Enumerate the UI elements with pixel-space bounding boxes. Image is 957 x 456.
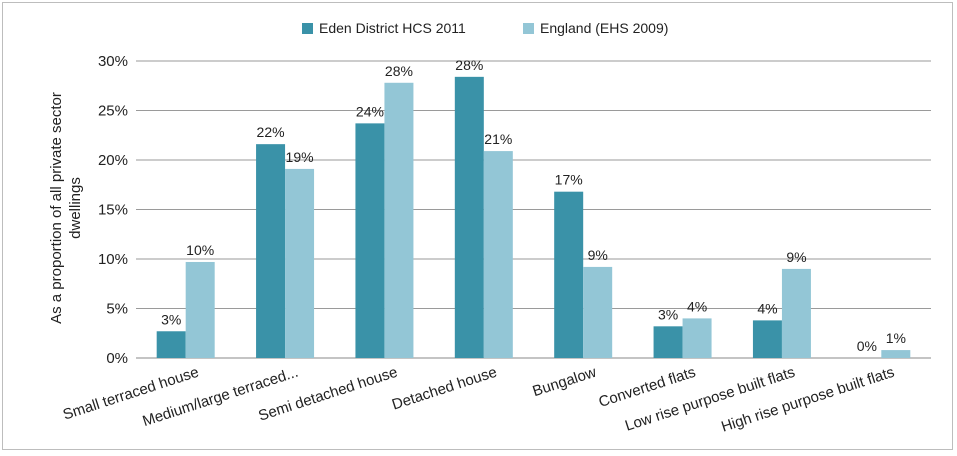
data-label: 0% <box>857 338 877 354</box>
bar <box>752 320 782 358</box>
y-tick-label: 15% <box>98 202 128 219</box>
y-axis-label-line: dwellings <box>67 177 84 239</box>
y-axis-label-line: As a proportion of all private sector <box>48 92 65 324</box>
bar <box>185 261 215 358</box>
legend-entry: England (EHS 2009) <box>540 20 668 36</box>
data-labels: 3% 10% 22%19% 24% 28% 28% 21% 17% 9% 3% 4% 4% 9% 0% 1% <box>161 57 906 354</box>
bar <box>554 191 584 358</box>
data-label: 4% <box>687 298 707 314</box>
data-label: 22% <box>257 124 285 140</box>
data-label: 9% <box>588 247 608 263</box>
data-label: 4% <box>757 300 777 316</box>
y-tick-label: 30% <box>98 53 128 70</box>
data-label: 19% <box>286 149 314 165</box>
y-tick-label: 25% <box>98 103 128 120</box>
bar <box>653 326 683 358</box>
data-label: 24% <box>356 103 384 119</box>
legend-entry: Eden District HCS 2011 <box>319 20 466 36</box>
bar <box>682 318 712 358</box>
x-category-label: Low rise purpose built flats <box>623 364 797 435</box>
data-label: 1% <box>886 330 906 346</box>
bar <box>285 168 315 358</box>
bar <box>384 82 414 358</box>
data-label: 28% <box>455 57 483 73</box>
bar <box>355 123 385 359</box>
legend-swatch <box>302 23 313 34</box>
bars <box>156 76 911 359</box>
bar <box>781 268 811 358</box>
x-category-label: Detached house <box>390 364 499 414</box>
bar <box>583 266 613 358</box>
data-label: 21% <box>484 131 512 147</box>
data-label: 10% <box>186 242 214 258</box>
y-axis-label: As a proportion of all private sector dwe… <box>48 92 84 324</box>
data-label: 3% <box>161 311 181 327</box>
x-category-label: Bungalow <box>531 364 599 401</box>
data-label: 3% <box>658 306 678 322</box>
legend-swatch <box>523 23 534 34</box>
gridlines <box>136 60 931 359</box>
data-label: 28% <box>385 63 413 79</box>
bar <box>256 144 286 358</box>
x-category-label: High rise purpose built flats <box>719 364 896 436</box>
bar-chart: Eden District HCS 2011 England (EHS 2009)… <box>48 20 931 436</box>
bar <box>156 331 186 358</box>
chart-frame: Eden District HCS 2011 England (EHS 2009)… <box>2 2 953 450</box>
legend: Eden District HCS 2011 England (EHS 2009) <box>302 20 668 36</box>
bar <box>881 350 911 358</box>
y-axis-ticks: 0% 5% 10% 15% 20% 25% 30% <box>98 53 128 367</box>
y-tick-label: 10% <box>98 251 128 268</box>
bar <box>454 76 484 358</box>
y-tick-label: 5% <box>106 301 128 318</box>
bar <box>483 151 513 358</box>
y-tick-label: 20% <box>98 152 128 169</box>
data-label: 17% <box>555 172 583 188</box>
y-tick-label: 0% <box>106 350 128 367</box>
data-label: 9% <box>786 249 806 265</box>
